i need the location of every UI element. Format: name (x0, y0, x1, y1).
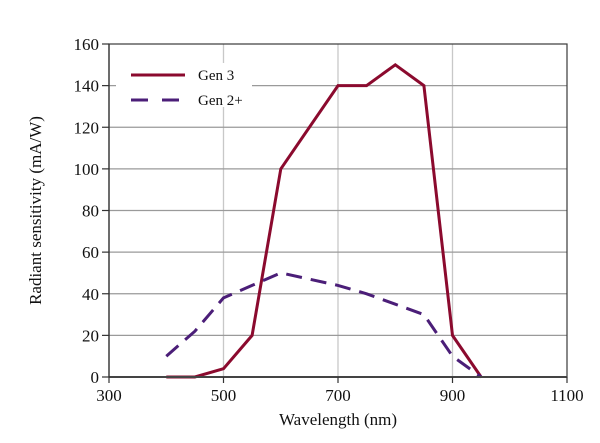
x-tick-label: 900 (440, 386, 466, 405)
legend-label-gen2plus: Gen 2+ (198, 93, 243, 109)
y-tick-label: 0 (91, 368, 100, 387)
series-layer (165, 62, 483, 379)
grid (109, 44, 567, 377)
x-axis-title: Wavelength (nm) (279, 410, 397, 429)
y-tick-label: 120 (74, 118, 100, 137)
y-tick-label: 140 (74, 77, 100, 96)
y-tick-label: 40 (82, 285, 99, 304)
x-tick-label: 700 (325, 386, 351, 405)
series-line-gen3 (166, 62, 483, 379)
y-tick-label: 80 (82, 202, 99, 221)
legend: Gen 3 Gen 2+ (116, 63, 252, 109)
axis-ticks: 0 20 40 60 80 100 120 140 160 300 500 700 900 1100 (74, 35, 584, 405)
y-tick-label: 100 (74, 160, 100, 179)
y-axis-title: Radiant sensitivity (mA/W) (26, 116, 45, 305)
series-line-gen2 (165, 271, 482, 379)
y-tick-label: 20 (82, 326, 99, 345)
y-tick-label: 60 (82, 243, 99, 262)
x-tick-label: 1100 (550, 386, 583, 405)
x-tick-label: 300 (96, 386, 122, 405)
y-tick-label: 160 (74, 35, 100, 54)
legend-label-gen3: Gen 3 (198, 68, 234, 84)
x-tick-label: 500 (211, 386, 237, 405)
